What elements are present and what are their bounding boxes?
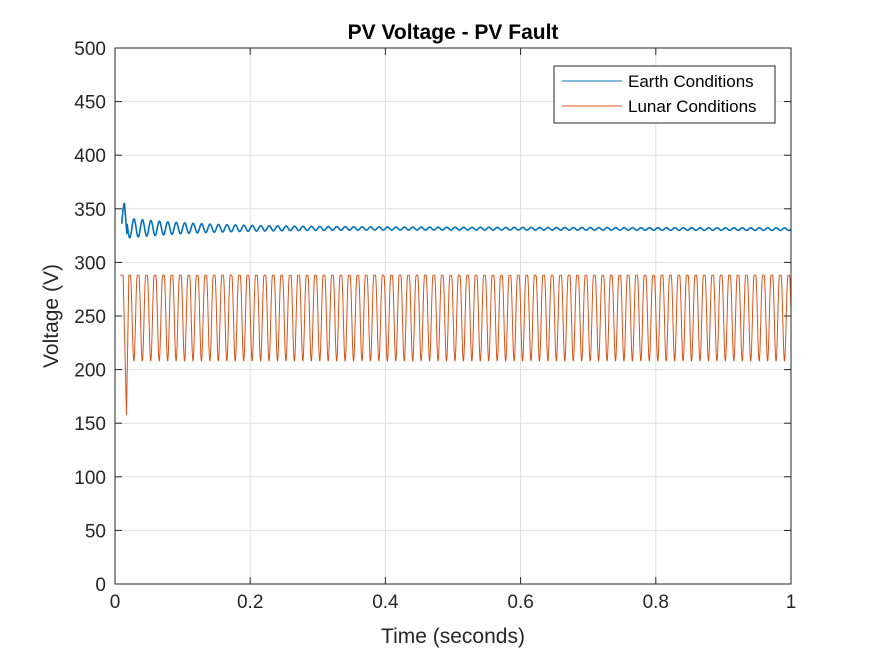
y-tick-label: 150 (74, 414, 106, 435)
x-tick-label: 1 (786, 592, 797, 613)
series-lines (120, 202, 792, 416)
y-tick-label: 100 (74, 468, 106, 489)
x-tick-label: 0.2 (237, 592, 263, 613)
x-tick-label: 0.6 (507, 592, 533, 613)
legend: Earth Conditions Lunar Conditions (553, 65, 776, 124)
y-tick-label: 450 (74, 93, 106, 114)
legend-label-lunar: Lunar Conditions (628, 97, 757, 116)
y-tick-label: 300 (74, 253, 106, 274)
x-tick-label: 0 (110, 592, 121, 613)
legend-box (553, 65, 776, 124)
earth-series-line (120, 202, 792, 239)
y-tick-label: 50 (85, 521, 106, 542)
y-tick-label: 400 (74, 146, 106, 167)
chart-title: PV Voltage - PV Fault (348, 21, 559, 44)
y-tick-label: 200 (74, 361, 106, 382)
lunar-series-line (120, 274, 792, 416)
y-tick-label: 250 (74, 307, 106, 328)
y-tick-label: 350 (74, 200, 106, 221)
y-tick-label: 500 (74, 39, 106, 60)
tick-labels: 0 0.2 0.4 0.6 0.8 1 0 50 100 150 200 250 300 350 400 45… (74, 39, 796, 613)
y-axis-title: Voltage (V) (40, 264, 63, 368)
legend-label-earth: Earth Conditions (628, 72, 754, 91)
x-axis-title: Time (seconds) (381, 625, 525, 648)
x-tick-label: 0.8 (643, 592, 669, 613)
ticks (114, 47, 792, 585)
y-tick-label: 0 (95, 575, 106, 596)
x-tick-label: 0.4 (372, 592, 399, 613)
